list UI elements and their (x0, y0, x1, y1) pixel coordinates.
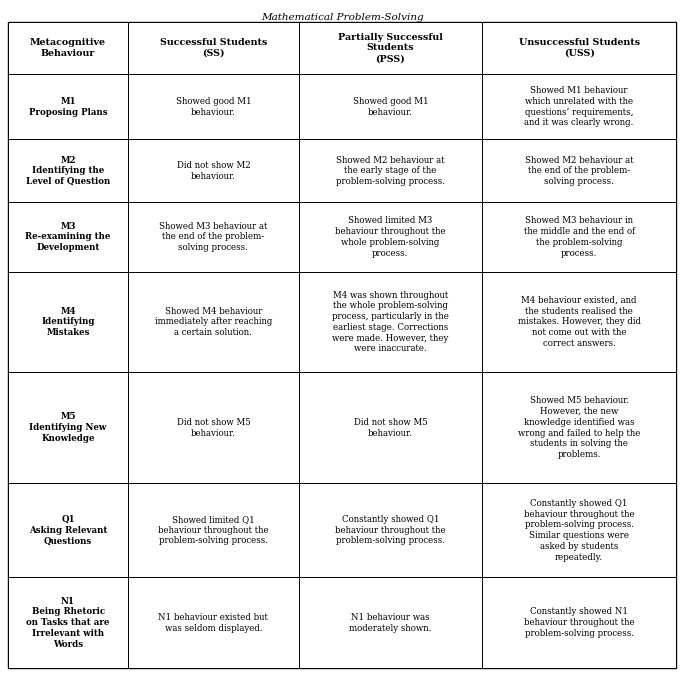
Bar (482, 577, 676, 668)
Text: Showed M5 behaviour.
However, the new
knowledge identified was
wrong and failed : Showed M5 behaviour. However, the new kn… (518, 396, 640, 459)
Bar (482, 74, 676, 139)
Text: Showed M2 behaviour at
the end of the problem-
solving process.: Showed M2 behaviour at the end of the pr… (525, 155, 633, 186)
Text: M1
Proposing Plans: M1 Proposing Plans (29, 97, 107, 116)
Text: Successful Students
(SS): Successful Students (SS) (160, 38, 267, 58)
Bar (8, 22, 128, 74)
Bar (482, 22, 676, 74)
Text: M4
Identifying
Mistakes: M4 Identifying Mistakes (41, 307, 95, 337)
Bar (8, 203, 128, 272)
Text: M2
Identifying the
Level of Question: M2 Identifying the Level of Question (26, 155, 110, 186)
Bar (128, 483, 299, 577)
Bar (299, 74, 482, 139)
Text: Constantly showed Q1
behaviour throughout the
problem-solving process.: Constantly showed Q1 behaviour throughou… (335, 515, 446, 545)
Bar (299, 372, 482, 483)
Bar (482, 272, 676, 372)
Bar (299, 203, 482, 272)
Bar (8, 577, 128, 668)
Text: Showed M2 behaviour at
the early stage of the
problem-solving process.: Showed M2 behaviour at the early stage o… (336, 155, 445, 186)
Text: Did not show M5
behaviour.: Did not show M5 behaviour. (176, 418, 250, 437)
Bar (299, 483, 482, 577)
Bar (482, 139, 676, 203)
Text: N1
Being Rhetoric
on Tasks that are
Irrelevant with
Words: N1 Being Rhetoric on Tasks that are Irre… (27, 597, 110, 649)
Text: Q1
Asking Relevant
Questions: Q1 Asking Relevant Questions (29, 515, 107, 545)
Bar (128, 272, 299, 372)
Text: M5
Identifying New
Knowledge: M5 Identifying New Knowledge (29, 413, 107, 443)
Text: Unsuccessful Students
(USS): Unsuccessful Students (USS) (518, 38, 640, 58)
Text: Showed M1 behaviour
which unrelated with the
questions’ requirements,
and it was: Showed M1 behaviour which unrelated with… (525, 86, 634, 127)
Text: Constantly showed Q1
behaviour throughout the
problem-solving process.
Similar q: Constantly showed Q1 behaviour throughou… (524, 499, 635, 561)
Text: Metacognitive
Behaviour: Metacognitive Behaviour (30, 38, 106, 58)
Text: Showed good M1
behaviour.: Showed good M1 behaviour. (353, 97, 428, 116)
Bar (8, 372, 128, 483)
Text: N1 behaviour existed but
was seldom displayed.: N1 behaviour existed but was seldom disp… (159, 613, 268, 633)
Text: Showed good M1
behaviour.: Showed good M1 behaviour. (176, 97, 251, 116)
Bar (128, 577, 299, 668)
Bar (8, 483, 128, 577)
Bar (128, 74, 299, 139)
Text: Constantly showed N1
behaviour throughout the
problem-solving process.: Constantly showed N1 behaviour throughou… (524, 608, 635, 638)
Text: M4 behaviour existed, and
the students realised the
mistakes. However, they did
: M4 behaviour existed, and the students r… (518, 296, 641, 348)
Bar (128, 372, 299, 483)
Text: M4 was shown throughout
the whole problem-solving
process, particularly in the
e: M4 was shown throughout the whole proble… (332, 291, 449, 353)
Bar (299, 577, 482, 668)
Text: Showed limited Q1
behaviour throughout the
problem-solving process.: Showed limited Q1 behaviour throughout t… (158, 515, 269, 545)
Text: Mathematical Problem-Solving: Mathematical Problem-Solving (261, 13, 423, 22)
Bar (8, 139, 128, 203)
Text: Showed M3 behaviour in
the middle and the end of
the problem-solving
process.: Showed M3 behaviour in the middle and th… (523, 216, 635, 258)
Bar (482, 203, 676, 272)
Bar (299, 272, 482, 372)
Text: Showed M3 behaviour at
the end of the problem-
solving process.: Showed M3 behaviour at the end of the pr… (159, 221, 267, 252)
Text: Did not show M2
behaviour.: Did not show M2 behaviour. (176, 161, 250, 181)
Bar (482, 483, 676, 577)
Text: Showed M4 behaviour
immediately after reaching
a certain solution.: Showed M4 behaviour immediately after re… (155, 307, 272, 337)
Bar (8, 74, 128, 139)
Bar (482, 372, 676, 483)
Bar (128, 22, 299, 74)
Text: Partially Successful
Students
(PSS): Partially Successful Students (PSS) (338, 33, 443, 63)
Text: M3
Re-examining the
Development: M3 Re-examining the Development (25, 221, 111, 252)
Bar (299, 22, 482, 74)
Text: Did not show M5
behaviour.: Did not show M5 behaviour. (354, 418, 428, 437)
Text: N1 behaviour was
moderately shown.: N1 behaviour was moderately shown. (350, 613, 432, 633)
Bar (299, 139, 482, 203)
Bar (128, 203, 299, 272)
Bar (8, 272, 128, 372)
Bar (128, 139, 299, 203)
Text: Showed limited M3
behaviour throughout the
whole problem-solving
process.: Showed limited M3 behaviour throughout t… (335, 216, 446, 258)
